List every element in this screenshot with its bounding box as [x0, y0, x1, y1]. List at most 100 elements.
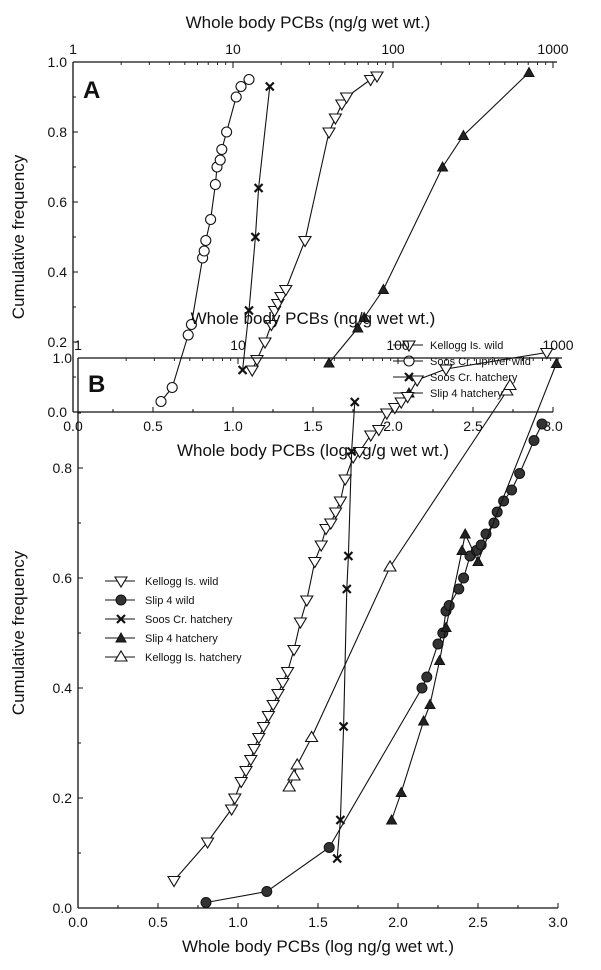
data-point [280, 666, 295, 679]
data-point [550, 357, 563, 368]
data-point [338, 474, 353, 487]
data-point [453, 583, 465, 595]
data-point [224, 804, 239, 817]
data-point [271, 688, 285, 701]
y-tick-label: 0.6 [48, 194, 68, 210]
x-tick-label: 0.5 [148, 914, 168, 930]
data-point [258, 337, 272, 350]
x-tick-label: 0.5 [143, 418, 163, 434]
data-point [439, 364, 453, 377]
y-tick-label: 0.6 [53, 570, 73, 586]
data-point [421, 671, 433, 683]
data-point [342, 584, 352, 594]
data-point [523, 66, 535, 77]
x-axis-title: Whole body PCBs (log ng/g wet wt.) [177, 441, 449, 460]
legend-label: Kellogg Is. hatchery [145, 652, 242, 664]
top-axis-title: Whole body PCBs (ng/g wet wt.) [186, 13, 431, 32]
data-point [416, 682, 428, 694]
series-line [205, 423, 543, 904]
y-tick-label: 0.4 [53, 680, 73, 696]
data-point [182, 329, 194, 341]
data-point [307, 556, 322, 569]
y-tick-label: 0.4 [48, 264, 68, 280]
data-point [333, 496, 348, 509]
data-point [274, 291, 288, 304]
legend-marker [402, 340, 416, 353]
data-point [244, 305, 254, 316]
legend-marker [116, 614, 126, 624]
x-tick-label: 1.0 [228, 914, 248, 930]
data-point [363, 430, 378, 443]
data-point [239, 765, 253, 778]
data-point [251, 732, 266, 745]
data-point [338, 721, 349, 732]
data-point [287, 644, 301, 657]
data-point [458, 572, 470, 584]
legend-label: Soos Cr. hatchery [430, 372, 518, 384]
data-point [293, 617, 308, 630]
y-axis-title: Cumulative frequency [9, 550, 28, 715]
series-2 [237, 81, 275, 375]
data-point [200, 234, 212, 247]
series-3 [323, 66, 535, 368]
data-point [328, 113, 343, 126]
top-tick-label: 100 [386, 337, 410, 353]
top-tick-label: 10 [230, 337, 246, 353]
data-point [166, 381, 178, 394]
legend: Kellogg Is. wild Slip 4 wild Soos Cr. hatc… [105, 576, 242, 664]
data-point [235, 80, 247, 93]
data-point [155, 395, 167, 408]
data-point [383, 559, 397, 572]
data-point [250, 354, 264, 367]
data-point [536, 418, 548, 430]
data-point [334, 99, 349, 112]
data-point [214, 154, 226, 166]
data-point [253, 183, 264, 193]
top-tick-label: 10 [225, 41, 241, 57]
data-point [167, 875, 181, 888]
data-point [282, 779, 297, 792]
data-point [371, 424, 386, 437]
x-axis-title: Whole body PCBs (log ng/g wet wt.) [182, 937, 454, 956]
legend-marker [115, 594, 127, 606]
data-point [339, 92, 354, 105]
data-point [410, 375, 425, 388]
data-point [387, 402, 402, 415]
data-point [370, 71, 384, 84]
data-point [290, 757, 305, 770]
data-point [488, 517, 500, 529]
data-point [436, 160, 449, 172]
legend-label: Slip 4 hatchery [430, 388, 503, 400]
y-tick-label: 0.0 [48, 404, 68, 420]
data-point [395, 786, 408, 797]
series-2 [332, 397, 360, 864]
data-point [328, 507, 343, 520]
y-tick-label: 0.8 [48, 124, 68, 140]
legend-label: Soos Cr. hatchery [145, 614, 233, 626]
data-point [227, 793, 242, 806]
data-point [243, 73, 255, 86]
data-point [287, 768, 301, 781]
series-1 [155, 73, 255, 408]
y-tick-label: 0.2 [48, 334, 68, 350]
data-point [323, 356, 335, 368]
y-tick-label: 0.8 [53, 460, 73, 476]
data-point [358, 311, 371, 322]
data-point [379, 408, 394, 421]
legend-label: Slip 4 hatchery [145, 633, 218, 645]
data-point [261, 886, 273, 897]
legend-marker [115, 631, 127, 643]
data-point [237, 365, 248, 375]
series-1 [200, 418, 548, 908]
data-point [264, 319, 279, 332]
x-tick-label: 1.5 [308, 914, 328, 930]
data-point [459, 527, 472, 539]
data-point [351, 321, 364, 333]
top-tick-label: 1000 [537, 41, 568, 57]
x-tick-label: 3.0 [543, 418, 563, 434]
data-point [424, 698, 436, 709]
y-tick-label: 0.0 [53, 900, 73, 916]
series-0 [167, 347, 554, 888]
data-point [299, 595, 314, 608]
